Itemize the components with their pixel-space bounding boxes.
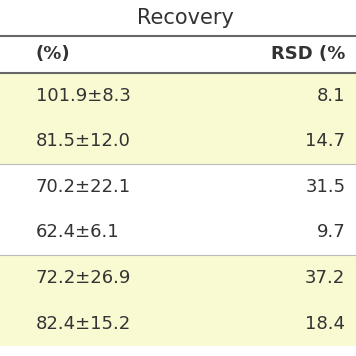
Bar (0, 210, 356, 255)
Text: 101.9±8.3: 101.9±8.3 (36, 87, 131, 105)
Text: 37.2: 37.2 (305, 269, 345, 287)
Text: RSD (%: RSD (% (271, 45, 345, 63)
Text: 9.7: 9.7 (316, 224, 345, 241)
Bar (0, 255, 356, 301)
Text: 8.1: 8.1 (317, 87, 345, 105)
Text: 14.7: 14.7 (305, 132, 345, 150)
Text: 72.2±26.9: 72.2±26.9 (36, 269, 131, 287)
Bar (0, 36, 356, 73)
Bar (0, 301, 356, 346)
Text: Recovery: Recovery (137, 8, 234, 28)
Text: 62.4±6.1: 62.4±6.1 (36, 224, 119, 241)
Bar (0, 0, 356, 36)
Text: 70.2±22.1: 70.2±22.1 (36, 178, 131, 196)
Text: (%): (%) (36, 45, 70, 63)
Text: 81.5±12.0: 81.5±12.0 (36, 132, 131, 150)
Text: 18.4: 18.4 (305, 315, 345, 333)
Text: 82.4±15.2: 82.4±15.2 (36, 315, 131, 333)
Bar (0, 164, 356, 210)
Bar (0, 73, 356, 119)
Text: 31.5: 31.5 (305, 178, 345, 196)
Bar (0, 119, 356, 164)
